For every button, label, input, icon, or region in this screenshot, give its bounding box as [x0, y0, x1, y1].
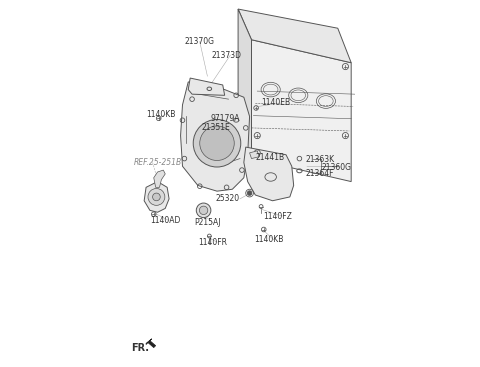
Text: 1140FZ: 1140FZ: [263, 212, 292, 221]
Text: FR.: FR.: [131, 344, 149, 353]
Text: 21373D: 21373D: [211, 51, 241, 59]
Polygon shape: [250, 151, 259, 159]
Circle shape: [148, 189, 165, 206]
Polygon shape: [244, 147, 294, 201]
Text: 1140KB: 1140KB: [254, 235, 284, 244]
Polygon shape: [252, 40, 351, 182]
Polygon shape: [238, 9, 252, 159]
Polygon shape: [154, 170, 165, 187]
Text: 21363K: 21363K: [306, 155, 335, 164]
Text: P215AJ: P215AJ: [194, 218, 220, 228]
Text: 21441B: 21441B: [255, 153, 285, 162]
Text: 1140FR: 1140FR: [198, 238, 227, 247]
Text: 21351E: 21351E: [202, 123, 230, 132]
Text: 1140KB: 1140KB: [146, 110, 176, 119]
Text: 25320: 25320: [216, 195, 240, 203]
Polygon shape: [146, 339, 156, 348]
Circle shape: [247, 191, 252, 195]
Text: 1140AD: 1140AD: [150, 216, 180, 225]
Text: 97179A: 97179A: [211, 114, 240, 123]
Text: REF.25-251B: REF.25-251B: [133, 158, 181, 167]
Text: 21360G: 21360G: [321, 163, 351, 171]
Text: 21370G: 21370G: [185, 37, 215, 46]
Ellipse shape: [199, 206, 208, 215]
Text: 21364F: 21364F: [306, 169, 335, 178]
Polygon shape: [188, 78, 225, 95]
Polygon shape: [238, 9, 351, 63]
Circle shape: [200, 126, 234, 160]
Ellipse shape: [196, 203, 211, 218]
Polygon shape: [144, 182, 169, 212]
Text: 1140EB: 1140EB: [261, 98, 290, 108]
Circle shape: [153, 193, 160, 201]
Polygon shape: [180, 82, 250, 191]
Circle shape: [193, 120, 241, 167]
